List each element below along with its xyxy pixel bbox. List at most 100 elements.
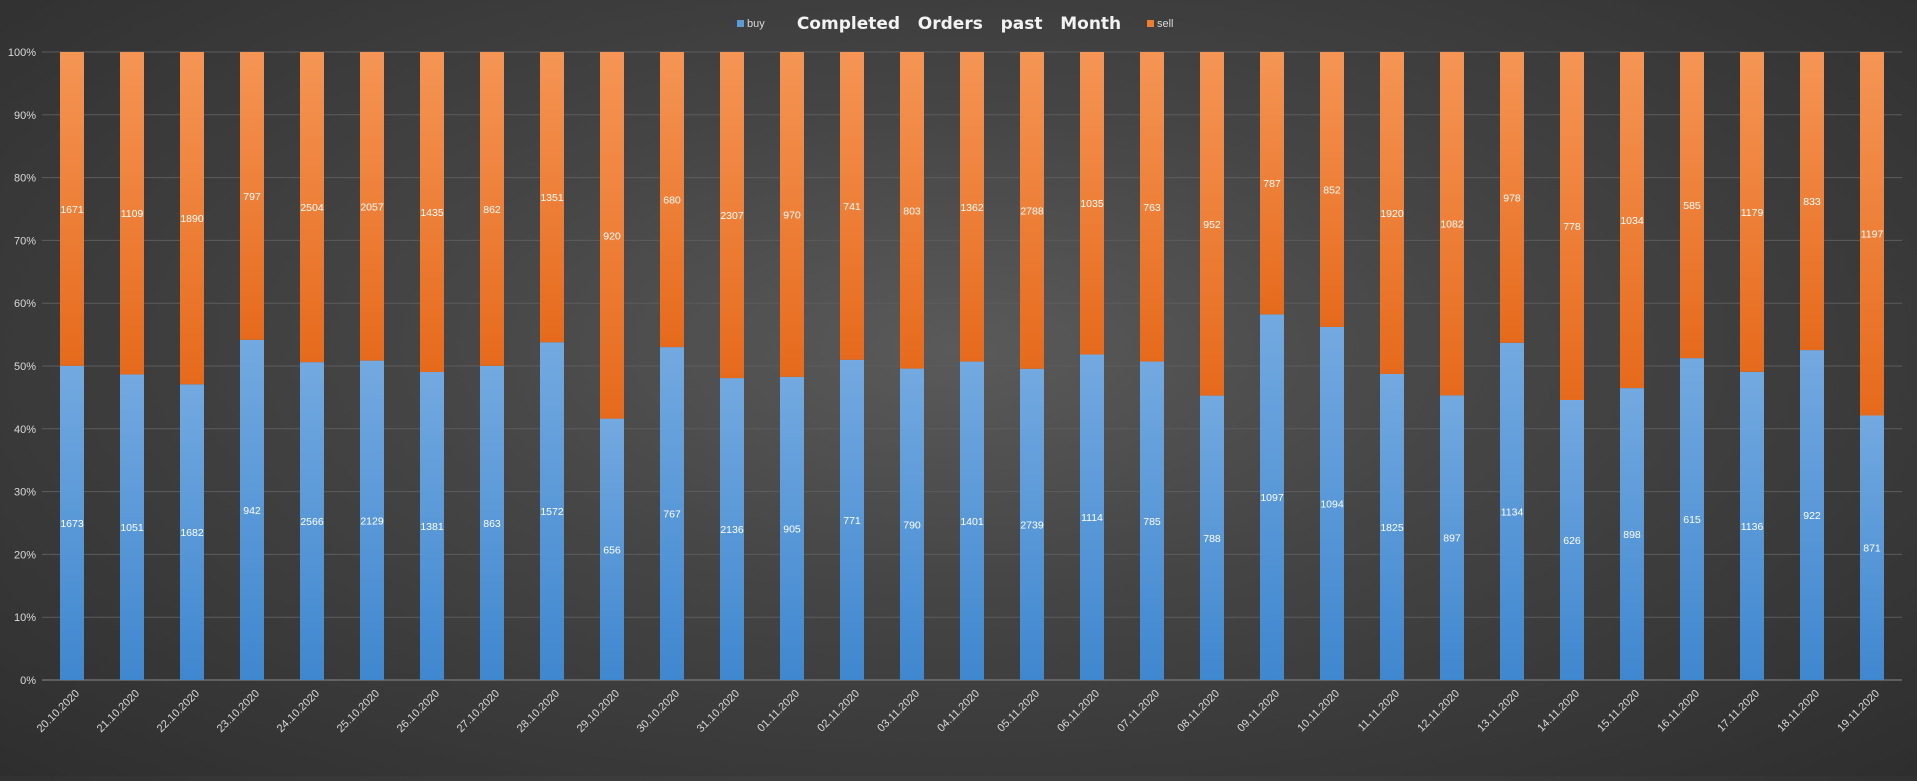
bar-sell bbox=[480, 52, 504, 366]
y-axis: 0% 10% 20% 30% 40% 50% 60% 70% 80% 90% 100% bbox=[8, 47, 36, 687]
data-label-buy: 767 bbox=[663, 509, 681, 521]
data-label-sell: 2504 bbox=[300, 202, 324, 214]
data-label-buy: 1682 bbox=[180, 527, 204, 539]
data-label-sell: 1890 bbox=[180, 213, 204, 225]
y-tick-label: 0% bbox=[20, 675, 36, 687]
y-tick-label: 70% bbox=[14, 235, 36, 247]
data-label-buy: 2136 bbox=[720, 524, 744, 536]
bar-sell bbox=[240, 52, 264, 340]
x-tick-label: 08.11.2020 bbox=[1175, 688, 1222, 735]
x-tick-label: 19.11.2020 bbox=[1835, 688, 1882, 735]
data-label-sell: 680 bbox=[663, 195, 681, 207]
data-label-buy: 863 bbox=[483, 518, 501, 530]
bar-sell bbox=[1680, 52, 1704, 359]
bar-sell bbox=[540, 52, 564, 343]
bar-buy bbox=[60, 365, 84, 680]
bar-buy bbox=[1020, 368, 1044, 680]
data-label-buy: 1114 bbox=[1081, 512, 1103, 524]
x-tick-label: 23.10.2020 bbox=[215, 688, 262, 735]
bar-buy bbox=[900, 368, 924, 680]
bar-sell bbox=[1080, 52, 1104, 355]
data-label-buy: 1381 bbox=[420, 521, 444, 533]
data-label-buy: 1572 bbox=[540, 506, 564, 518]
data-label-sell: 978 bbox=[1503, 192, 1521, 204]
bar-sell bbox=[300, 52, 324, 363]
data-label-sell: 585 bbox=[1683, 200, 1701, 212]
data-label-sell: 970 bbox=[783, 209, 801, 221]
bar-sell bbox=[120, 52, 144, 375]
data-label-buy: 1825 bbox=[1380, 522, 1404, 534]
x-tick-label: 10.11.2020 bbox=[1295, 688, 1342, 735]
data-label-sell: 1034 bbox=[1620, 215, 1644, 227]
data-label-sell: 952 bbox=[1203, 219, 1221, 231]
x-tick-label: 26.10.2020 bbox=[395, 688, 442, 735]
bar-buy bbox=[180, 384, 204, 680]
x-axis: 20.10.2020 21.10.2020 22.10.2020 23.10.2020… bbox=[35, 688, 1882, 735]
bar-sell bbox=[1560, 52, 1584, 400]
bar-buy bbox=[1320, 326, 1344, 680]
data-label-sell: 833 bbox=[1803, 196, 1821, 208]
bar-buy bbox=[720, 378, 744, 680]
bar-buy bbox=[1440, 395, 1464, 680]
bar-buy bbox=[1380, 373, 1404, 680]
data-label-sell: 778 bbox=[1563, 221, 1581, 233]
data-label-buy: 2129 bbox=[360, 515, 384, 527]
x-tick-label: 30.10.2020 bbox=[635, 688, 682, 735]
bar-buy bbox=[960, 361, 984, 680]
data-label-buy: 626 bbox=[1563, 535, 1581, 547]
bar-sell bbox=[1740, 52, 1764, 372]
bar-sell bbox=[1020, 52, 1044, 369]
y-tick-label: 50% bbox=[14, 361, 36, 373]
data-label-sell: 1671 bbox=[60, 204, 84, 216]
x-tick-label: 17.11.2020 bbox=[1715, 688, 1762, 735]
x-tick-label: 04.11.2020 bbox=[935, 688, 982, 735]
data-label-sell: 1035 bbox=[1080, 198, 1104, 210]
y-tick-label: 90% bbox=[14, 110, 36, 122]
x-tick-label: 29.10.2020 bbox=[575, 688, 622, 735]
bar-sell bbox=[780, 52, 804, 377]
y-tick-label: 60% bbox=[14, 298, 36, 310]
bar-sell bbox=[1620, 52, 1644, 389]
bar-sell bbox=[420, 52, 444, 373]
x-tick-label: 22.10.2020 bbox=[155, 688, 202, 735]
data-label-buy: 1136 bbox=[1741, 521, 1764, 533]
data-label-sell: 1082 bbox=[1440, 219, 1464, 231]
data-label-sell: 803 bbox=[903, 205, 921, 217]
bar-sell bbox=[720, 52, 744, 379]
bar-buy bbox=[1260, 314, 1284, 680]
data-label-sell: 1920 bbox=[1380, 208, 1404, 220]
data-label-sell: 1362 bbox=[960, 202, 984, 214]
bar-buy bbox=[1860, 415, 1884, 680]
data-label-buy: 898 bbox=[1623, 529, 1641, 541]
data-label-buy: 1134 bbox=[1501, 506, 1524, 518]
x-tick-label: 09.11.2020 bbox=[1235, 688, 1282, 735]
y-tick-label: 20% bbox=[14, 549, 36, 561]
bar-sell bbox=[1860, 52, 1884, 416]
bar-sell bbox=[60, 52, 84, 366]
data-label-sell: 1109 bbox=[121, 208, 144, 220]
data-label-buy: 2566 bbox=[300, 516, 324, 528]
data-label-sell: 763 bbox=[1143, 202, 1161, 214]
data-label-buy: 922 bbox=[1803, 510, 1821, 522]
bar-sell bbox=[600, 52, 624, 419]
bar-sell bbox=[1140, 52, 1164, 362]
bar-buy bbox=[1800, 350, 1824, 680]
bar-buy bbox=[240, 339, 264, 680]
x-tick-label: 27.10.2020 bbox=[455, 688, 502, 735]
legend-swatch-buy bbox=[737, 20, 744, 27]
y-tick-label: 40% bbox=[14, 424, 36, 436]
data-label-sell: 1179 bbox=[1741, 207, 1764, 219]
bar-buy bbox=[120, 374, 144, 680]
x-tick-label: 14.11.2020 bbox=[1535, 688, 1582, 735]
data-label-buy: 1401 bbox=[960, 516, 984, 528]
data-label-buy: 905 bbox=[783, 523, 801, 535]
data-label-sell: 2788 bbox=[1020, 205, 1044, 217]
data-label-buy: 785 bbox=[1143, 516, 1161, 528]
x-tick-label: 11.11.2020 bbox=[1356, 688, 1402, 734]
data-label-buy: 788 bbox=[1203, 533, 1221, 545]
chart-title: Completed Orders past Month bbox=[797, 14, 1121, 34]
data-label-sell: 1197 bbox=[1861, 229, 1884, 241]
bar-sell bbox=[1260, 52, 1284, 315]
data-label-sell: 852 bbox=[1323, 184, 1341, 196]
bar-buy bbox=[660, 347, 684, 680]
